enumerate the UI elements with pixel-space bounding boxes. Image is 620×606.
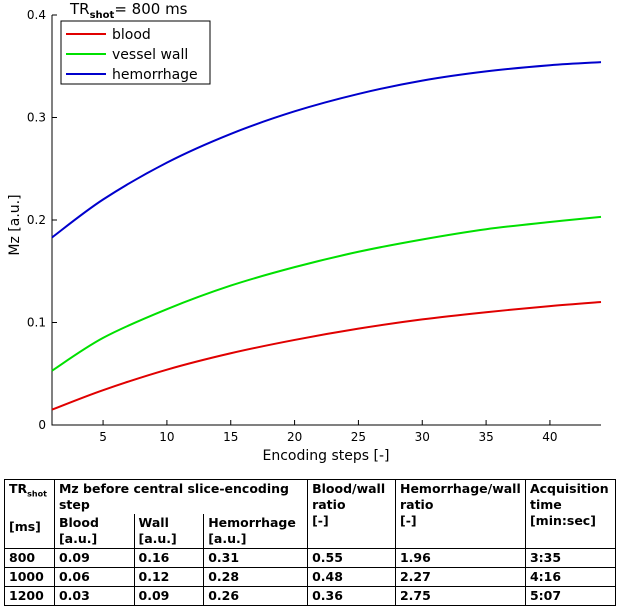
- header-mz: Mz before central slice-encoding step: [53, 479, 309, 514]
- chart-title: TRshot= 800 ms: [69, 0, 188, 21]
- table-row: 1200 0.03 0.09 0.26 0.36 2.75 5:07: [4, 586, 617, 606]
- cell-wall: 0.16: [133, 548, 205, 568]
- cell-tr: 1000: [4, 567, 55, 587]
- axis-ticks: 5 10 15 20 25 30 35 40 0 0.1 0.2 0.3 0.4: [27, 8, 558, 444]
- cell-hemorrhage-wall-ratio: 1.96: [394, 548, 526, 568]
- series-line-vessel-wall: [51, 215, 602, 372]
- y-tick-label: 0.3: [27, 111, 46, 125]
- cell-blood-wall-ratio: 0.48: [307, 567, 396, 587]
- legend-label-blood: blood: [112, 27, 151, 43]
- legend-label-hemorrhage: hemorrhage: [112, 67, 198, 83]
- x-tick-label: 10: [159, 430, 174, 444]
- header-blood-wall-ratio: Blood/wall ratio [-]: [307, 479, 396, 549]
- header-tr: TRshot [ms]: [4, 479, 55, 549]
- mz-chart: 5 10 15 20 25 30 35 40 0 0.1 0.2 0.3 0.4 TRshot= 800…: [7, 0, 602, 464]
- y-tick-label: 0.2: [27, 213, 46, 227]
- legend-label-vessel-wall: vessel wall: [112, 47, 188, 63]
- cell-wall: 0.12: [133, 567, 205, 587]
- cell-tr: 1200: [4, 586, 55, 606]
- header-hemorrhage-wall-ratio: Hemorrhage/wall ratio [-]: [394, 479, 526, 549]
- x-axis-label: Encoding steps [-]: [263, 448, 390, 464]
- cell-blood-wall-ratio: 0.55: [307, 548, 396, 568]
- header-acquisition-time: Acquisition time [min:sec]: [524, 479, 617, 549]
- table-row: 800 0.09 0.16 0.31 0.55 1.96 3:35: [4, 548, 617, 568]
- cell-blood: 0.03: [53, 586, 135, 606]
- cell-hemorrhage: 0.26: [203, 586, 309, 606]
- cell-hemorrhage: 0.28: [203, 567, 309, 587]
- cell-hemorrhage-wall-ratio: 2.27: [394, 567, 526, 587]
- cell-blood-wall-ratio: 0.36: [307, 586, 396, 606]
- cell-blood: 0.09: [53, 548, 135, 568]
- header-tr-label: TRshot: [9, 481, 47, 499]
- series-line-blood: [51, 301, 602, 411]
- cell-wall: 0.09: [133, 586, 205, 606]
- legend: blood vessel wall hemorrhage: [60, 20, 211, 85]
- x-tick-label: 30: [415, 430, 430, 444]
- y-tick-label: 0: [38, 418, 46, 432]
- header-hemorrhage: Hemorrhage [a.u.]: [203, 514, 309, 549]
- cell-acquisition-time: 4:16: [524, 567, 617, 587]
- x-tick-label: 25: [351, 430, 366, 444]
- cell-acquisition-time: 5:07: [524, 586, 617, 606]
- y-axis-label: Mz [a.u.]: [7, 194, 23, 255]
- table-row: 1000 0.06 0.12 0.28 0.48 2.27 4:16: [4, 567, 617, 587]
- cell-blood: 0.06: [53, 567, 135, 587]
- cell-tr: 800: [4, 548, 55, 568]
- table-header-row: TRshot [ms] Mz before central slice-enco…: [4, 479, 617, 549]
- results-table: TRshot [ms] Mz before central slice-enco…: [4, 479, 617, 606]
- series-layer: [51, 61, 602, 411]
- series-line-hemorrhage: [51, 61, 602, 239]
- cell-hemorrhage-wall-ratio: 2.75: [394, 586, 526, 606]
- cell-hemorrhage: 0.31: [203, 548, 309, 568]
- x-tick-label: 40: [542, 430, 557, 444]
- y-tick-label: 0.1: [27, 316, 46, 330]
- header-wall: Wall [a.u.]: [133, 514, 205, 549]
- x-tick-label: 20: [287, 430, 302, 444]
- cell-acquisition-time: 3:35: [524, 548, 617, 568]
- x-tick-label: 35: [478, 430, 493, 444]
- header-blood: Blood [a.u.]: [53, 514, 135, 549]
- x-tick-label: 5: [99, 430, 107, 444]
- y-tick-label: 0.4: [27, 8, 46, 22]
- header-tr-unit: [ms]: [9, 518, 41, 534]
- x-tick-label: 15: [223, 430, 238, 444]
